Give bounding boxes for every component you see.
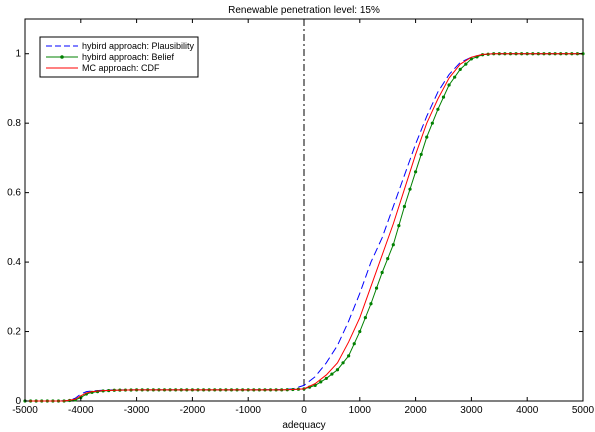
y-tick-label: 0.2: [7, 327, 21, 338]
x-tick-label: -2000: [180, 405, 206, 416]
data-point: [402, 204, 407, 209]
data-point: [397, 224, 401, 228]
data-point: [414, 170, 418, 174]
data-point: [391, 243, 395, 247]
data-point: [447, 83, 451, 87]
series-1: [25, 53, 583, 402]
series-layer: [23, 52, 585, 403]
x-tick-label: 5000: [572, 405, 595, 416]
data-point: [347, 354, 351, 358]
series-line: [25, 53, 583, 402]
data-point: [464, 62, 468, 66]
data-point: [436, 107, 440, 111]
data-point: [369, 302, 373, 306]
y-tick-label: 1: [15, 49, 21, 60]
data-point: [453, 75, 457, 79]
data-point: [319, 380, 323, 384]
data-point: [386, 257, 390, 261]
data-point: [374, 286, 379, 290]
y-tick-label: 0.4: [7, 257, 21, 268]
data-point: [441, 95, 446, 99]
y-tick-label: 0.8: [7, 118, 21, 129]
legend-label: MC approach: CDF: [82, 63, 160, 73]
data-point: [324, 376, 328, 381]
x-tick-label: 0: [301, 405, 307, 416]
legend-marker: [60, 55, 64, 59]
legend-label: hybird approach: Plausibility: [82, 41, 195, 51]
x-tick-label: -3000: [124, 405, 150, 416]
x-tick-label: -5000: [12, 405, 38, 416]
x-tick-label: 4000: [516, 405, 539, 416]
x-tick-label: 2000: [404, 405, 427, 416]
data-point: [352, 342, 356, 346]
x-axis-label: adequacy: [282, 420, 325, 431]
axis-layer: -5000 -4000 -3000 -2000 -1000 0 1000 2000 3000 40…: [7, 19, 595, 416]
data-point: [341, 361, 345, 365]
data-point: [330, 372, 334, 376]
data-point: [363, 316, 367, 320]
data-point: [458, 67, 462, 71]
data-point: [408, 187, 412, 191]
x-tick-label: 1000: [349, 405, 372, 416]
data-point: [335, 368, 340, 372]
data-point: [419, 152, 423, 157]
chart-title: Renewable penetration level: 15%: [228, 5, 380, 16]
legend-label: hybird approach: Belief: [82, 52, 175, 62]
data-point: [313, 383, 317, 387]
data-point: [380, 270, 384, 275]
x-tick-label: -4000: [68, 405, 94, 416]
y-tick-label: 0.6: [7, 188, 21, 199]
data-point: [430, 121, 434, 125]
series-3: [25, 53, 583, 402]
data-point: [425, 135, 429, 139]
x-tick-label: -1000: [235, 405, 261, 416]
y-tick-label: 0: [15, 396, 21, 407]
series-line: [25, 53, 583, 402]
data-point: [358, 329, 362, 334]
x-tick-label: 3000: [460, 405, 483, 416]
